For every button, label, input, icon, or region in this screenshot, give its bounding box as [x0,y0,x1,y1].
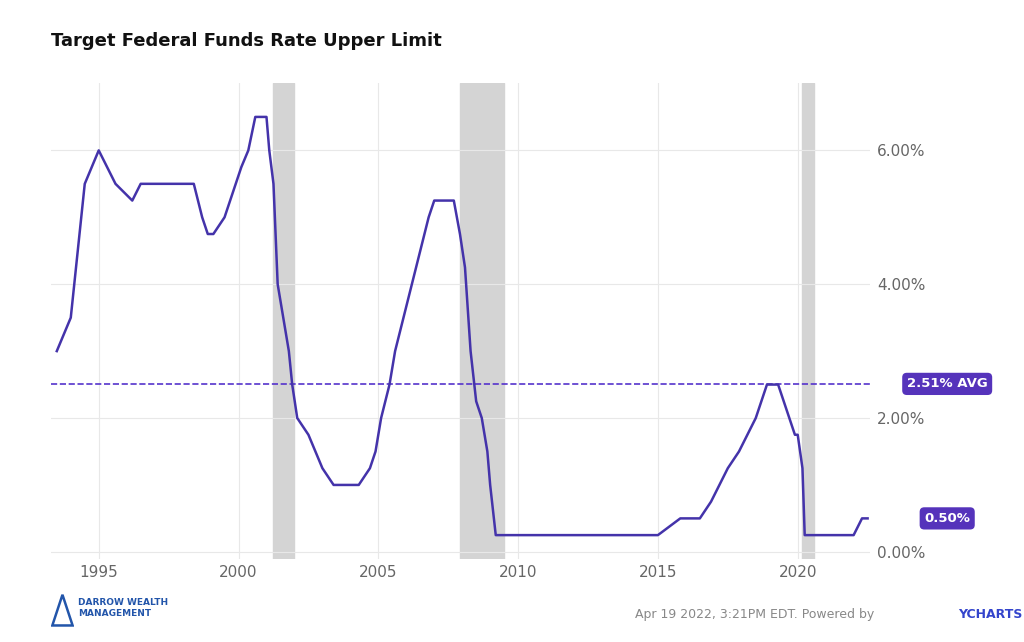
Text: 0.50%: 0.50% [925,512,970,525]
Bar [803,83,814,559]
Text: YCHARTS: YCHARTS [958,609,1023,621]
Text: 2.51% AVG: 2.51% AVG [907,377,987,390]
Bar [273,83,295,559]
Text: Target Federal Funds Rate Upper Limit: Target Federal Funds Rate Upper Limit [51,32,442,50]
Text: Apr 19 2022, 3:21PM EDT. Powered by: Apr 19 2022, 3:21PM EDT. Powered by [635,609,879,621]
Bar [460,83,504,559]
Text: DARROW WEALTH
MANAGEMENT: DARROW WEALTH MANAGEMENT [78,598,168,618]
